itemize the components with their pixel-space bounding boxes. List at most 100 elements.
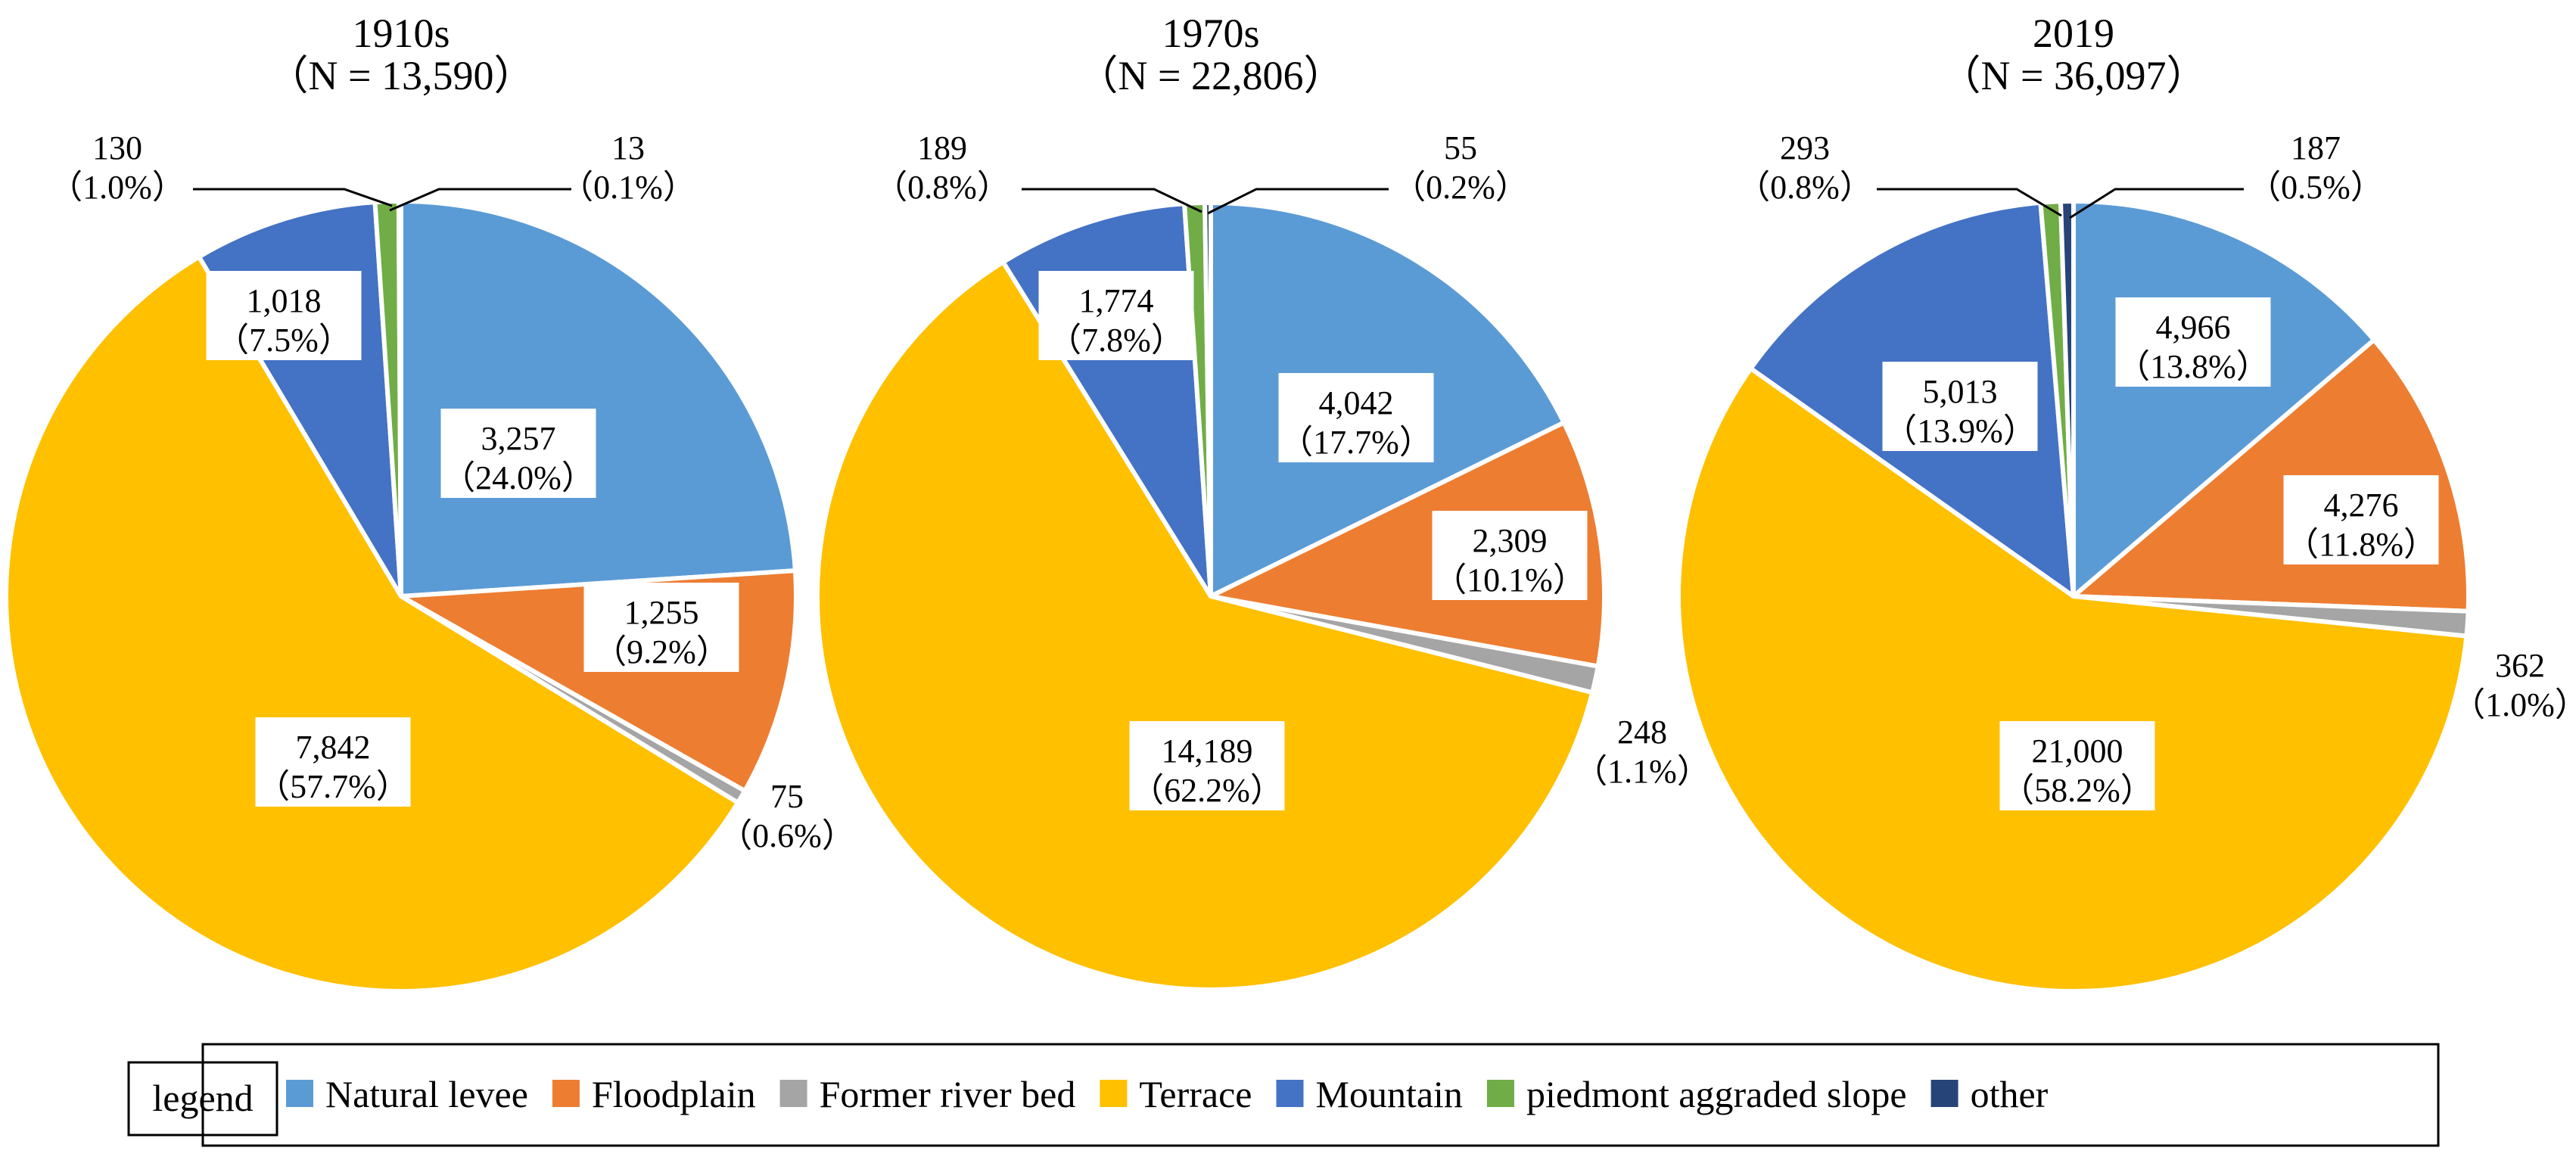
legend-swatch: [1486, 1080, 1514, 1107]
pie-slice-other: [1202, 201, 1213, 599]
legend: legend Natural levee Floodplain Former riv…: [127, 1043, 2440, 1147]
data-label-other: 55（0.2%）: [1207, 129, 1529, 215]
data-label-mountain: 1,774（7.8%）: [1038, 271, 1194, 360]
data-label-count: 2,309: [1473, 522, 1548, 559]
data-label-count: 362: [2495, 647, 2545, 684]
data-label-percent: （62.2%）: [1131, 772, 1283, 809]
data-label-count: 13: [611, 129, 645, 166]
data-label-box: [1129, 721, 1285, 810]
data-label-percent: （13.9%）: [1884, 412, 2036, 449]
legend-item-former-river-bed: Former river bed: [779, 1073, 1076, 1115]
pie-subtitle: （N = 13,590）: [268, 53, 535, 98]
data-label-floodplain: 2,309（10.1%）: [1432, 511, 1588, 600]
data-label-terrace: 14,189（62.2%）: [1129, 721, 1285, 810]
data-label-mountain: 5,013（13.9%）: [1882, 362, 2038, 451]
data-label-piedmont-aggraded-slope: 189（0.8%）: [874, 129, 1202, 213]
pie-slice-natural-levee: [399, 199, 798, 599]
legend-swatch: [552, 1080, 580, 1107]
data-label-natural-levee: 3,257（24.0%）: [440, 409, 596, 498]
data-label-percent: （7.5%）: [216, 322, 352, 359]
data-label-box: [440, 409, 596, 498]
legend-label: piedmont aggraded slope: [1526, 1073, 1907, 1115]
legend-item-terrace: Terrace: [1100, 1073, 1252, 1115]
pie-slice-other: [2058, 199, 2076, 599]
data-label-count: 130: [92, 129, 142, 166]
legend-item-piedmont-aggraded-slope: piedmont aggraded slope: [1486, 1073, 1907, 1115]
data-label-count: 1,774: [1079, 282, 1154, 319]
data-label-piedmont-aggraded-slope: 130（1.0%）: [49, 129, 393, 207]
data-label-other: 187（0.5%）: [2069, 129, 2384, 219]
leader-line: [193, 188, 393, 207]
data-label-percent: （0.8%）: [874, 169, 1010, 206]
pie-title: 2019: [2033, 11, 2114, 56]
data-labels: 4,966（13.8%）4,276（11.8%）362（1.0%）21,000（…: [1737, 129, 2576, 810]
data-label-count: 1,018: [247, 282, 322, 319]
legend-items: Natural levee Floodplain Former river bed T…: [286, 1073, 2049, 1115]
data-label-terrace: 7,842（57.7%）: [255, 717, 411, 807]
pie-slice-floodplain: [1209, 420, 1607, 669]
data-label-percent: （11.8%）: [2285, 526, 2437, 563]
pie-1970s: 1970s（N = 22,806） 4,042（17.7%） 2,309（10.1%…: [815, 11, 1710, 992]
data-label-count: 7,842: [296, 729, 371, 766]
data-label-box: [206, 271, 362, 360]
legend-item-floodplain: Floodplain: [552, 1073, 756, 1115]
data-label-percent: （58.2%）: [2001, 772, 2154, 809]
data-label-count: 75: [770, 778, 804, 815]
pie-1910s: 1910s（N = 13,590） 3,257（24.0%） 1,255（9.2%）…: [4, 11, 855, 994]
data-label-floodplain: 1,255（9.2%）: [583, 583, 739, 672]
data-label-former-river-bed: 75（0.6%）: [719, 778, 855, 854]
data-label-box: [1999, 721, 2155, 810]
leader-line: [1207, 188, 1389, 215]
data-label-box: [1432, 511, 1588, 600]
legend-title-box: [127, 1061, 278, 1137]
data-labels: 4,042（17.7%）2,309（10.1%）248（1.1%）14,189（…: [874, 129, 1710, 810]
data-label-percent: （0.6%）: [719, 817, 855, 854]
pie-title: 1910s: [352, 11, 450, 56]
leader-line: [2069, 188, 2244, 219]
data-label-count: 189: [917, 129, 967, 166]
data-labels: 3,257（24.0%） 1,255（9.2%） 75（0.6%） 7,842（57.…: [49, 129, 855, 854]
data-label-count: 21,000: [2032, 732, 2123, 770]
legend-swatch: [286, 1080, 313, 1107]
legend-swatch: [1276, 1080, 1304, 1107]
data-label-percent: （13.8%）: [2117, 348, 2270, 385]
data-label-count: 4,276: [2324, 487, 2399, 524]
data-label-percent: （10.1%）: [1433, 561, 1586, 599]
data-label-box: [583, 583, 739, 672]
data-label-percent: （1.0%）: [2452, 686, 2576, 723]
data-label-box: [1882, 362, 2038, 451]
pie-charts-group: 1910s（N = 13,590） 3,257（24.0%） 1,255（9.2%）…: [4, 11, 2576, 994]
legend-swatch: [1100, 1080, 1128, 1107]
data-label-percent: （1.0%）: [49, 169, 185, 206]
data-label-percent: （0.5%）: [2248, 169, 2384, 206]
legend-label: Mountain: [1316, 1073, 1463, 1115]
data-label-count: 4,966: [2156, 309, 2231, 346]
legend-label: Floodplain: [592, 1073, 756, 1115]
data-label-percent: （1.1%）: [1574, 753, 1710, 790]
pie-slices: [1675, 199, 2472, 994]
pie-title: 1970s: [1162, 11, 1259, 56]
pie-slice-terrace: [4, 254, 741, 994]
data-label-count: 14,189: [1162, 732, 1253, 770]
legend-label: other: [1971, 1073, 2049, 1115]
data-label-percent: （0.1%）: [560, 169, 696, 206]
pie-2019: 2019（N = 36,097）4,966（13.8%）4,276（11.8%）…: [1675, 11, 2576, 994]
legend-swatch: [1930, 1080, 1958, 1107]
legend-frame: [201, 1043, 2440, 1147]
data-label-box: [1038, 271, 1194, 360]
pie-slice-other: [396, 199, 403, 599]
pie-subtitle: （N = 22,806）: [1078, 53, 1345, 98]
data-label-count: 248: [1617, 714, 1667, 751]
pie-slice-terrace: [1675, 365, 2469, 994]
data-label-percent: （9.2%）: [593, 633, 730, 670]
legend-label: Former river bed: [820, 1073, 1076, 1115]
data-label-percent: （57.7%）: [257, 768, 409, 805]
legend-swatch: [779, 1080, 807, 1107]
data-label-count: 55: [1444, 129, 1477, 166]
data-label-count: 4,042: [1319, 384, 1394, 421]
data-label-natural-levee: 4,966（13.8%）: [2115, 297, 2271, 387]
data-label-terrace: 21,000（58.2%）: [1999, 721, 2155, 810]
data-label-percent: （24.0%）: [442, 459, 595, 496]
data-label-box: [255, 717, 411, 807]
